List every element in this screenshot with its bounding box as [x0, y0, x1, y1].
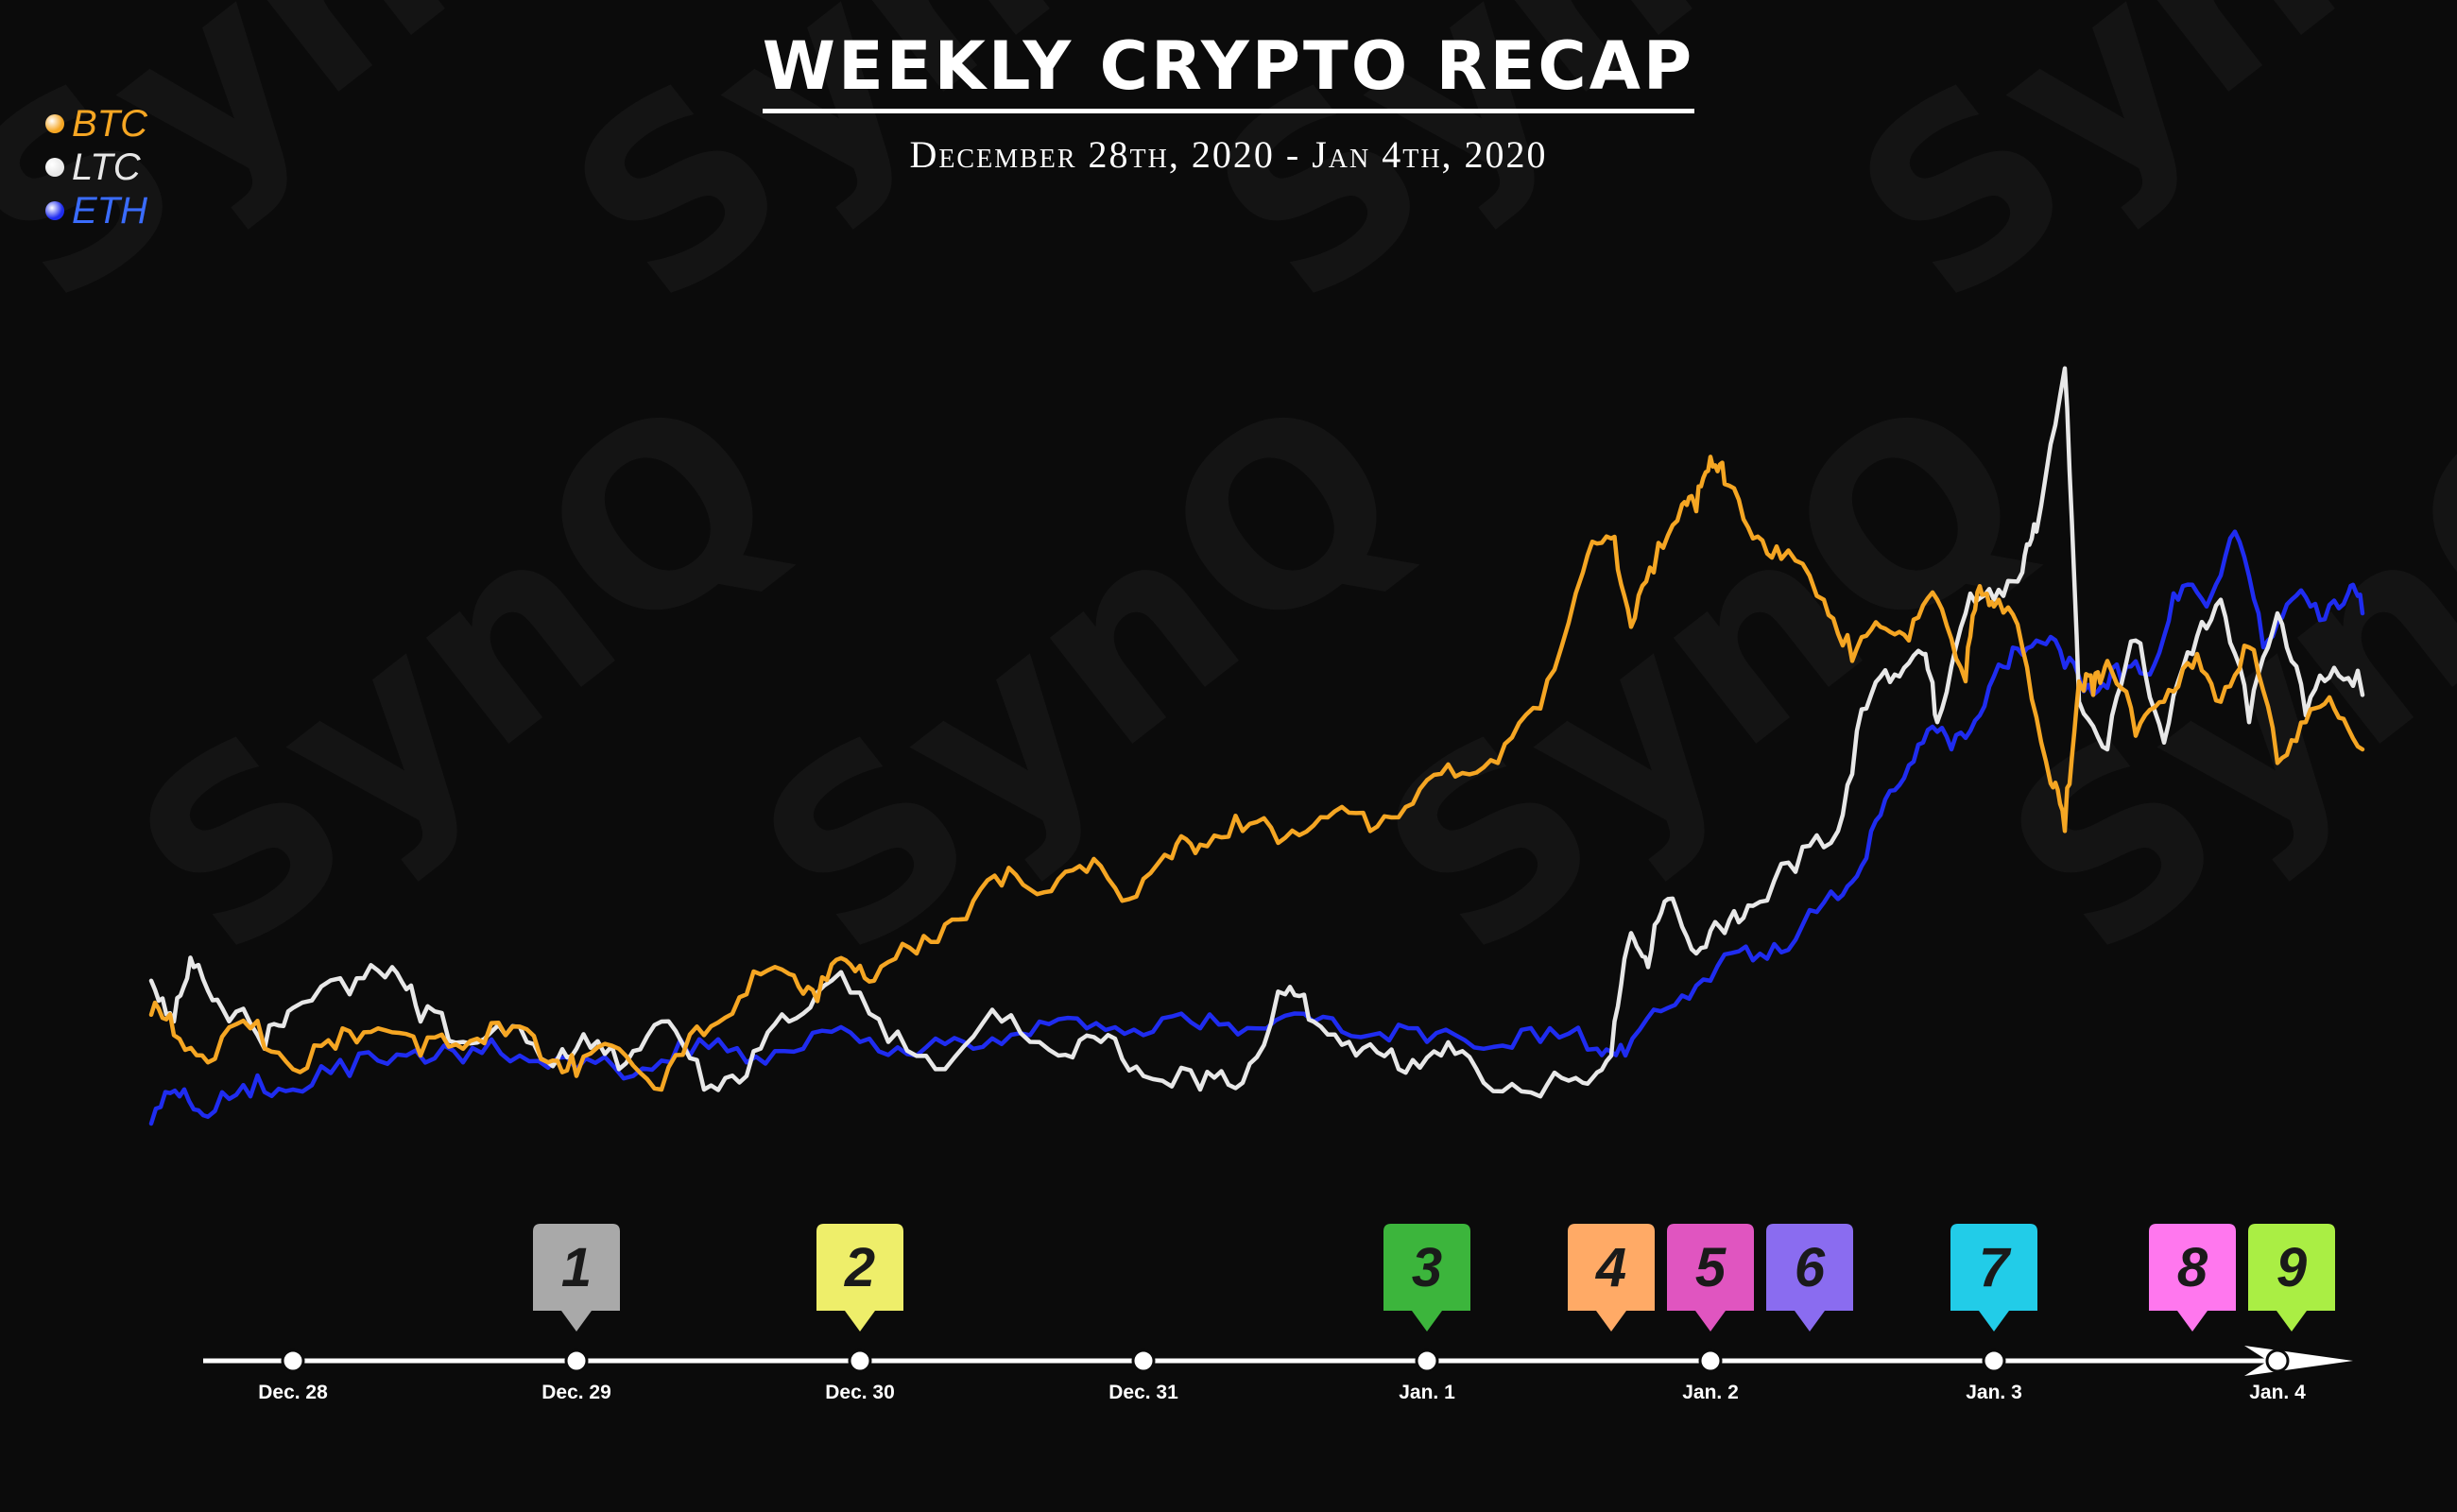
chart-title: WEEKLY CRYPTO RECAP [762, 28, 1695, 113]
legend-dot-ltc [45, 158, 64, 177]
event-marker-5[interactable]: 5 [1667, 1224, 1754, 1332]
timeline-tick-label: Jan. 3 [1966, 1382, 2022, 1403]
legend-dot-btc [45, 114, 64, 133]
timeline-tick-label: Jan. 2 [1682, 1382, 1739, 1403]
legend-item-btc: BTC [45, 102, 147, 146]
timeline: Dec. 28 Dec. 29 Dec. 30 Dec. 31 Jan. 1 Jan. 2… [203, 1224, 2353, 1403]
chart-subtitle: December 28th, 2020 - Jan 4th, 2020 [909, 133, 1548, 176]
event-marker-badge [816, 1224, 903, 1332]
timeline-tick-dot [2265, 1349, 2290, 1373]
event-marker-label: 7 [1979, 1237, 2012, 1298]
event-marker-1[interactable]: 1 [533, 1224, 620, 1332]
event-marker-2[interactable]: 2 [816, 1224, 903, 1332]
timeline-tick-dot [564, 1349, 589, 1373]
timeline-tick-label: Dec. 29 [541, 1382, 611, 1403]
event-marker-badge [1667, 1224, 1754, 1332]
title-container: WEEKLY CRYPTO RECAP [0, 28, 2457, 113]
event-marker-badge [1383, 1224, 1470, 1332]
timeline-tick-label: Dec. 30 [825, 1382, 895, 1403]
event-marker-8[interactable]: 8 [2149, 1224, 2236, 1332]
legend-label-ltc: LTC [72, 146, 141, 188]
watermark-text: SynQ [87, 341, 831, 1010]
timeline-tick-dot [1982, 1349, 2006, 1373]
timeline-tick-dot [848, 1349, 872, 1373]
event-marker-badge [2149, 1224, 2236, 1332]
event-marker-4[interactable]: 4 [1568, 1224, 1655, 1332]
event-marker-7[interactable]: 7 [1950, 1224, 2037, 1332]
series-line-ltc [148, 366, 2365, 1099]
event-marker-label: 3 [1412, 1237, 1442, 1298]
timeline-tick-dot [1698, 1349, 1723, 1373]
legend: BTC LTC ETH [45, 102, 147, 232]
series-layer [148, 366, 2365, 1126]
timeline-tick-label: Dec. 31 [1108, 1382, 1178, 1403]
event-marker-label: 8 [2177, 1237, 2208, 1298]
legend-label-eth: ETH [72, 190, 147, 232]
event-marker-9[interactable]: 9 [2248, 1224, 2335, 1332]
event-marker-label: 4 [1595, 1237, 1626, 1298]
timeline-tick-dot [281, 1349, 305, 1373]
event-marker-badge [1568, 1224, 1655, 1332]
event-marker-badge [2248, 1224, 2335, 1332]
legend-item-ltc: LTC [45, 146, 147, 189]
legend-label-btc: BTC [72, 103, 147, 145]
event-marker-label: 1 [561, 1237, 592, 1298]
event-marker-6[interactable]: 6 [1766, 1224, 1853, 1332]
watermark-text: SynQ [711, 341, 1454, 1010]
legend-item-eth: ETH [45, 189, 147, 232]
legend-dot-eth [45, 201, 64, 220]
series-line-btc [148, 455, 2365, 1092]
event-marker-3[interactable]: 3 [1383, 1224, 1470, 1332]
timeline-tick-dot [1131, 1349, 1156, 1373]
event-marker-label: 6 [1795, 1237, 1826, 1298]
event-marker-badge [533, 1224, 620, 1332]
timeline-tick-dot [1415, 1349, 1439, 1373]
event-marker-label: 5 [1695, 1237, 1727, 1298]
event-marker-label: 2 [844, 1237, 875, 1298]
event-marker-label: 9 [2277, 1237, 2307, 1298]
event-marker-badge [1766, 1224, 1853, 1332]
timeline-tick-label: Jan. 4 [2249, 1382, 2306, 1403]
event-marker-badge [1950, 1224, 2037, 1332]
timeline-tick-label: Jan. 1 [1399, 1382, 1455, 1403]
timeline-tick-label: Dec. 28 [258, 1382, 328, 1403]
